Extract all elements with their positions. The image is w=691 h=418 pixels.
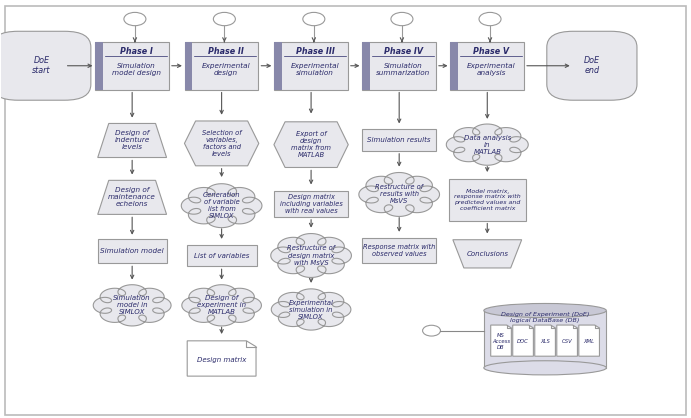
Text: Generation
of variable
list from
SIMLOX: Generation of variable list from SIMLOX — [203, 192, 240, 219]
FancyBboxPatch shape — [0, 31, 91, 100]
Text: Conclusions: Conclusions — [466, 251, 509, 257]
Bar — [362, 42, 370, 89]
Text: Experimental
simulation in
SIMLOX: Experimental simulation in SIMLOX — [289, 299, 334, 319]
Text: Experimental
analysis: Experimental analysis — [467, 64, 515, 76]
Bar — [484, 311, 606, 368]
Polygon shape — [513, 325, 533, 356]
Text: Design of
indenture
levels: Design of indenture levels — [115, 130, 150, 150]
Circle shape — [214, 13, 236, 25]
Text: Experimental
simulation: Experimental simulation — [291, 64, 339, 76]
Polygon shape — [184, 121, 259, 166]
Text: Model matrix,
response matrix with
predicted values and
coefficient matrix: Model matrix, response matrix with predi… — [454, 189, 520, 211]
Text: XML: XML — [584, 339, 595, 344]
Text: Design of
experiment in
MATLAB: Design of experiment in MATLAB — [197, 295, 246, 316]
Text: DOC: DOC — [517, 339, 529, 344]
Bar — [95, 42, 169, 89]
Text: Design of Experiment (DoE)
logical DataBase (DB): Design of Experiment (DoE) logical DataB… — [501, 312, 589, 323]
Polygon shape — [272, 289, 351, 330]
Polygon shape — [491, 325, 511, 356]
Circle shape — [479, 13, 501, 25]
Circle shape — [423, 325, 440, 336]
Bar — [451, 42, 524, 89]
Text: Design matrix: Design matrix — [197, 357, 246, 363]
Text: Design matrix
including variables
with real values: Design matrix including variables with r… — [280, 194, 343, 214]
Bar — [451, 42, 458, 89]
Bar — [362, 129, 436, 151]
Polygon shape — [579, 325, 600, 356]
Bar — [97, 240, 167, 263]
Text: Export of
design
matrix from
MATLAB: Export of design matrix from MATLAB — [291, 131, 331, 158]
Polygon shape — [557, 325, 578, 356]
Bar — [362, 42, 436, 89]
Text: Phase II: Phase II — [208, 46, 244, 56]
Polygon shape — [97, 180, 167, 214]
Ellipse shape — [484, 361, 606, 375]
Text: Restructure of
design matrix
with MsVS: Restructure of design matrix with MsVS — [287, 245, 335, 265]
Text: CSV: CSV — [562, 339, 572, 344]
Circle shape — [303, 13, 325, 25]
Text: Simulation
model design: Simulation model design — [112, 64, 161, 76]
Polygon shape — [446, 124, 528, 165]
Polygon shape — [453, 240, 522, 268]
Bar — [95, 42, 103, 89]
Polygon shape — [359, 173, 439, 217]
Text: Response matrix with
observed values: Response matrix with observed values — [363, 244, 435, 257]
Circle shape — [391, 13, 413, 25]
Text: Phase IV: Phase IV — [384, 46, 423, 56]
Polygon shape — [181, 184, 262, 228]
Text: Simulation results: Simulation results — [368, 137, 431, 143]
Circle shape — [124, 13, 146, 25]
Bar — [274, 42, 348, 89]
Bar — [274, 42, 282, 89]
Bar — [184, 42, 258, 89]
Text: Simulation model: Simulation model — [100, 248, 164, 254]
Text: Restructure of
results with
MsVS: Restructure of results with MsVS — [375, 184, 424, 204]
Text: Phase V: Phase V — [473, 46, 509, 56]
Text: Data analysis
in
MATLAB: Data analysis in MATLAB — [464, 135, 511, 155]
Ellipse shape — [484, 303, 606, 318]
Text: Design of
maintenance
echelons: Design of maintenance echelons — [108, 187, 156, 207]
Polygon shape — [535, 325, 556, 356]
Polygon shape — [182, 285, 261, 326]
Polygon shape — [271, 234, 352, 278]
FancyBboxPatch shape — [547, 31, 637, 100]
Text: XLS: XLS — [540, 339, 550, 344]
Bar — [362, 238, 436, 263]
Polygon shape — [97, 123, 167, 158]
Text: Selection of
variables,
factors and
levels: Selection of variables, factors and leve… — [202, 130, 241, 157]
Text: MS
Access
DB: MS Access DB — [492, 333, 510, 350]
Bar — [187, 245, 257, 266]
Text: DoE
start: DoE start — [32, 56, 50, 75]
Bar — [274, 191, 348, 217]
Text: List of variables: List of variables — [194, 252, 249, 258]
Bar — [448, 179, 526, 221]
Text: Simulation
model in
SIMLOX: Simulation model in SIMLOX — [113, 296, 151, 315]
Bar — [184, 42, 192, 89]
Text: Simulation
summarization: Simulation summarization — [376, 64, 430, 76]
Polygon shape — [274, 122, 348, 168]
Polygon shape — [93, 285, 171, 326]
Text: DoE
end: DoE end — [584, 56, 600, 75]
Text: Experimental
design: Experimental design — [202, 64, 250, 76]
Text: Phase III: Phase III — [296, 46, 334, 56]
Text: Phase I: Phase I — [120, 46, 153, 56]
FancyBboxPatch shape — [5, 5, 686, 415]
Polygon shape — [187, 341, 256, 376]
